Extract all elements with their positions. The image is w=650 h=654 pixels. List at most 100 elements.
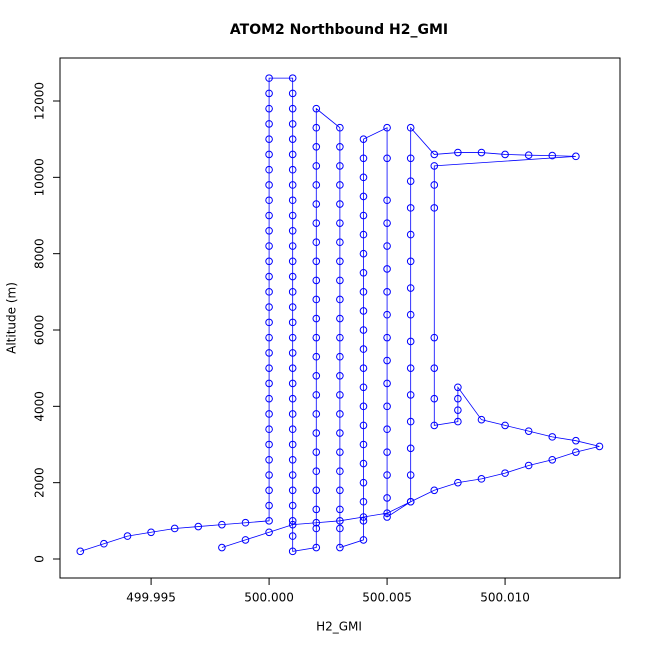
data-point: [406, 204, 415, 212]
data-point: [265, 272, 273, 281]
data-point: [265, 517, 273, 525]
data-point: [265, 89, 273, 98]
data-point: [288, 501, 297, 510]
data-point: [288, 410, 297, 418]
data-point: [312, 219, 321, 227]
data-point: [406, 471, 415, 479]
data-point: [288, 333, 297, 342]
data-point: [241, 536, 250, 544]
x-tick-label: 500.000: [244, 591, 294, 605]
data-point: [359, 173, 368, 182]
data-point: [454, 406, 462, 414]
y-tick-label: 0: [33, 555, 47, 563]
data-point: [336, 238, 344, 247]
data-point: [288, 379, 297, 388]
data-point: [288, 104, 297, 113]
data-point: [336, 410, 344, 418]
data-point: [218, 543, 226, 552]
data-point: [265, 226, 273, 235]
data-point: [288, 74, 297, 82]
data-point: [501, 150, 509, 159]
data-point: [406, 284, 415, 292]
data-point: [359, 249, 368, 258]
data-point: [265, 410, 273, 418]
data-point: [312, 333, 321, 342]
data-point: [359, 307, 368, 315]
data-point: [359, 440, 368, 449]
data-point: [312, 524, 321, 533]
data-point: [312, 143, 321, 151]
data-point: [312, 486, 321, 495]
data-point: [170, 524, 179, 533]
data-point: [336, 276, 344, 285]
data-point: [336, 448, 344, 456]
data-point: [312, 518, 321, 527]
data-point: [100, 539, 108, 548]
data-point: [383, 123, 391, 132]
data-point: [336, 143, 344, 151]
data-point: [312, 257, 321, 266]
data-point: [265, 528, 273, 537]
data-point: [454, 383, 462, 392]
data-point: [336, 352, 344, 361]
data-point: [406, 417, 415, 426]
data-point: [572, 436, 580, 445]
data-point: [265, 440, 273, 449]
data-point: [312, 391, 321, 399]
data-point: [430, 333, 439, 342]
data-point: [406, 444, 415, 453]
data-point: [336, 314, 344, 323]
data-point: [430, 204, 439, 212]
data-point: [312, 372, 321, 380]
data-point: [383, 494, 391, 502]
data-point: [312, 181, 321, 189]
data-point: [288, 226, 297, 235]
y-tick-label: 12000: [33, 82, 47, 120]
data-point: [359, 288, 368, 296]
data-point: [359, 230, 368, 239]
data-point: [265, 257, 273, 266]
data-point: [524, 461, 533, 470]
data-point: [383, 265, 391, 273]
data-point: [383, 509, 391, 517]
data-point: [383, 471, 391, 479]
data-point: [359, 517, 368, 525]
y-tick-label: 8000: [33, 238, 47, 269]
data-point: [288, 547, 297, 556]
data-point: [336, 162, 344, 170]
data-point: [123, 532, 132, 540]
data-point: [312, 238, 321, 247]
data-point: [336, 295, 344, 304]
x-tick-label: 500.005: [362, 591, 412, 605]
data-point: [477, 148, 486, 157]
data-point: [312, 505, 321, 514]
y-tick-label: 10000: [33, 158, 47, 196]
data-point: [359, 154, 368, 163]
data-point: [265, 150, 273, 159]
data-point: [454, 417, 462, 426]
data-point: [76, 547, 85, 556]
data-point: [359, 478, 368, 487]
y-tick-label: 4000: [33, 391, 47, 422]
data-point: [312, 410, 321, 418]
data-point: [265, 303, 273, 311]
data-point: [572, 152, 580, 161]
data-point: [430, 394, 439, 403]
data-point: [336, 219, 344, 227]
data-point: [477, 475, 486, 483]
data-point: [265, 196, 273, 205]
data-point: [501, 421, 509, 430]
data-point: [430, 421, 439, 430]
data-point: [147, 528, 155, 537]
data-point: [288, 181, 297, 189]
data-point: [383, 356, 391, 365]
data-point: [312, 295, 321, 304]
data-point: [406, 177, 415, 185]
data-point: [265, 211, 273, 220]
data-point: [336, 543, 344, 552]
data-point: [406, 391, 415, 399]
data-point: [218, 520, 226, 529]
data-point: [383, 379, 391, 388]
data-point: [359, 211, 368, 220]
data-point: [265, 394, 273, 403]
